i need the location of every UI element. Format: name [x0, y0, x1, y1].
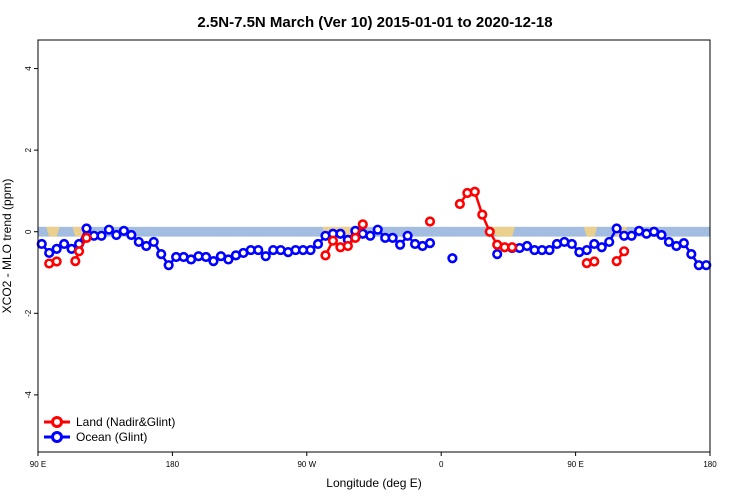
x-tick-label: 180	[703, 460, 717, 469]
data-point	[81, 232, 92, 243]
land-fill-area-5	[583, 226, 598, 237]
data-point	[44, 247, 55, 259]
data-point	[200, 251, 212, 263]
data-point	[566, 238, 577, 250]
series-layer	[36, 186, 712, 271]
x-axis: 90 E 180 90 W 0 90 E 180	[30, 452, 717, 469]
series-land	[44, 186, 630, 269]
legend-marker-land	[51, 416, 63, 428]
y-tick-label: 2	[24, 147, 33, 152]
data-point	[663, 236, 675, 248]
y-axis: -4 -2 0 2 4	[24, 66, 38, 399]
data-point	[223, 254, 234, 265]
data-point	[126, 229, 137, 241]
x-tick-label: 90 E	[30, 460, 46, 469]
data-point	[611, 255, 622, 267]
data-point	[686, 249, 697, 260]
data-point	[59, 238, 70, 250]
chart-title: 2.5N-7.5N March (Ver 10) 2015-01-01 to 2…	[197, 14, 552, 31]
x-tick-label: 90 E	[567, 460, 583, 469]
data-point	[581, 244, 592, 256]
data-point	[51, 243, 62, 254]
data-point	[596, 242, 607, 253]
legend-marker-ocean	[51, 431, 63, 443]
data-point	[424, 216, 436, 227]
data-point	[544, 244, 555, 256]
data-point	[148, 236, 159, 248]
land-fill-area-0	[46, 226, 60, 237]
x-tick-label: 0	[439, 460, 444, 469]
data-point	[454, 198, 465, 210]
y-tick-label: 4	[24, 66, 33, 71]
data-point	[477, 209, 488, 220]
data-point	[701, 260, 712, 271]
data-point	[118, 225, 129, 237]
y-axis-label: XCO2 - MLO trend (ppm)	[0, 179, 14, 314]
data-point	[350, 232, 361, 243]
data-point	[372, 224, 383, 235]
data-point	[402, 230, 413, 241]
data-point	[357, 219, 368, 230]
data-point	[387, 232, 398, 243]
data-point	[335, 228, 346, 239]
data-point	[81, 223, 92, 234]
data-point	[208, 255, 219, 267]
data-point	[260, 251, 271, 262]
data-point	[111, 229, 122, 241]
data-point	[141, 240, 152, 252]
data-point	[395, 239, 406, 250]
data-point	[484, 226, 495, 237]
data-point	[133, 236, 144, 248]
data-point	[312, 238, 324, 250]
x-tick-label: 90 W	[297, 460, 316, 469]
data-point	[447, 253, 458, 264]
data-point	[305, 244, 316, 256]
data-point	[604, 236, 615, 248]
data-point	[342, 240, 353, 252]
data-point	[70, 255, 81, 267]
x-axis-label: Longitude (deg E)	[326, 476, 421, 490]
data-point	[469, 186, 480, 197]
land-fill-area-4	[456, 226, 516, 237]
legend: Land (Nadir&Glint) Ocean (Glint)	[44, 415, 175, 444]
data-point	[678, 238, 689, 249]
data-point	[36, 238, 47, 250]
data-point	[96, 230, 107, 241]
data-point	[626, 230, 637, 241]
data-point	[327, 235, 339, 246]
plot-frame	[37, 39, 711, 453]
data-point	[253, 244, 264, 256]
data-point	[611, 223, 622, 234]
legend-label-ocean: Ocean (Glint)	[76, 430, 147, 444]
data-point	[521, 240, 533, 252]
y-tick-label: -2	[24, 309, 33, 317]
y-tick-label: -4	[24, 391, 33, 399]
data-point	[424, 238, 436, 249]
legend-label-land: Land (Nadir&Glint)	[76, 415, 175, 429]
data-point	[103, 224, 115, 235]
data-point	[73, 246, 85, 257]
x-tick-label: 180	[166, 460, 180, 469]
y-tick-label: 0	[24, 229, 33, 234]
data-point	[656, 229, 667, 241]
data-point	[507, 242, 518, 253]
data-point	[365, 230, 376, 241]
data-point	[492, 249, 503, 260]
data-point	[163, 260, 174, 271]
data-point	[320, 250, 331, 261]
data-point	[589, 256, 600, 267]
data-point	[156, 249, 167, 260]
data-point	[51, 256, 62, 267]
data-point	[619, 246, 630, 257]
